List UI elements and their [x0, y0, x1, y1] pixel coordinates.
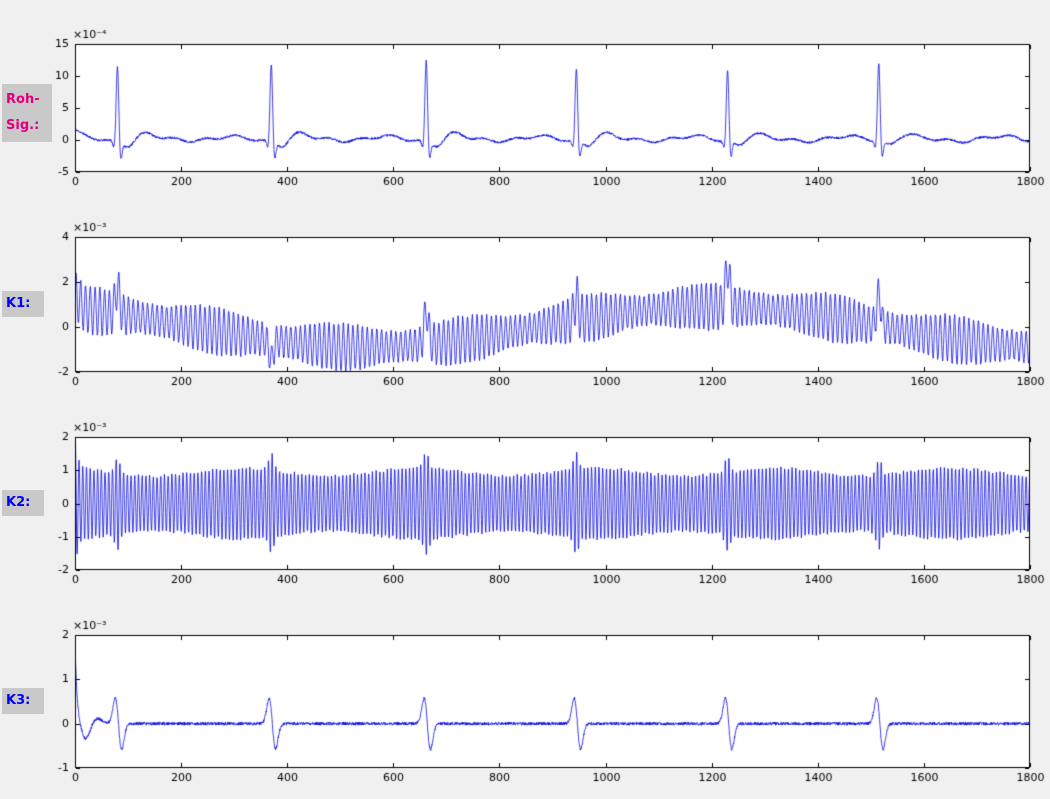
subplot-k3: [0, 603, 1050, 799]
subplot-k1: [0, 205, 1050, 405]
subplot-roh-sig: [0, 0, 1050, 205]
subplot-k2: [0, 405, 1050, 603]
